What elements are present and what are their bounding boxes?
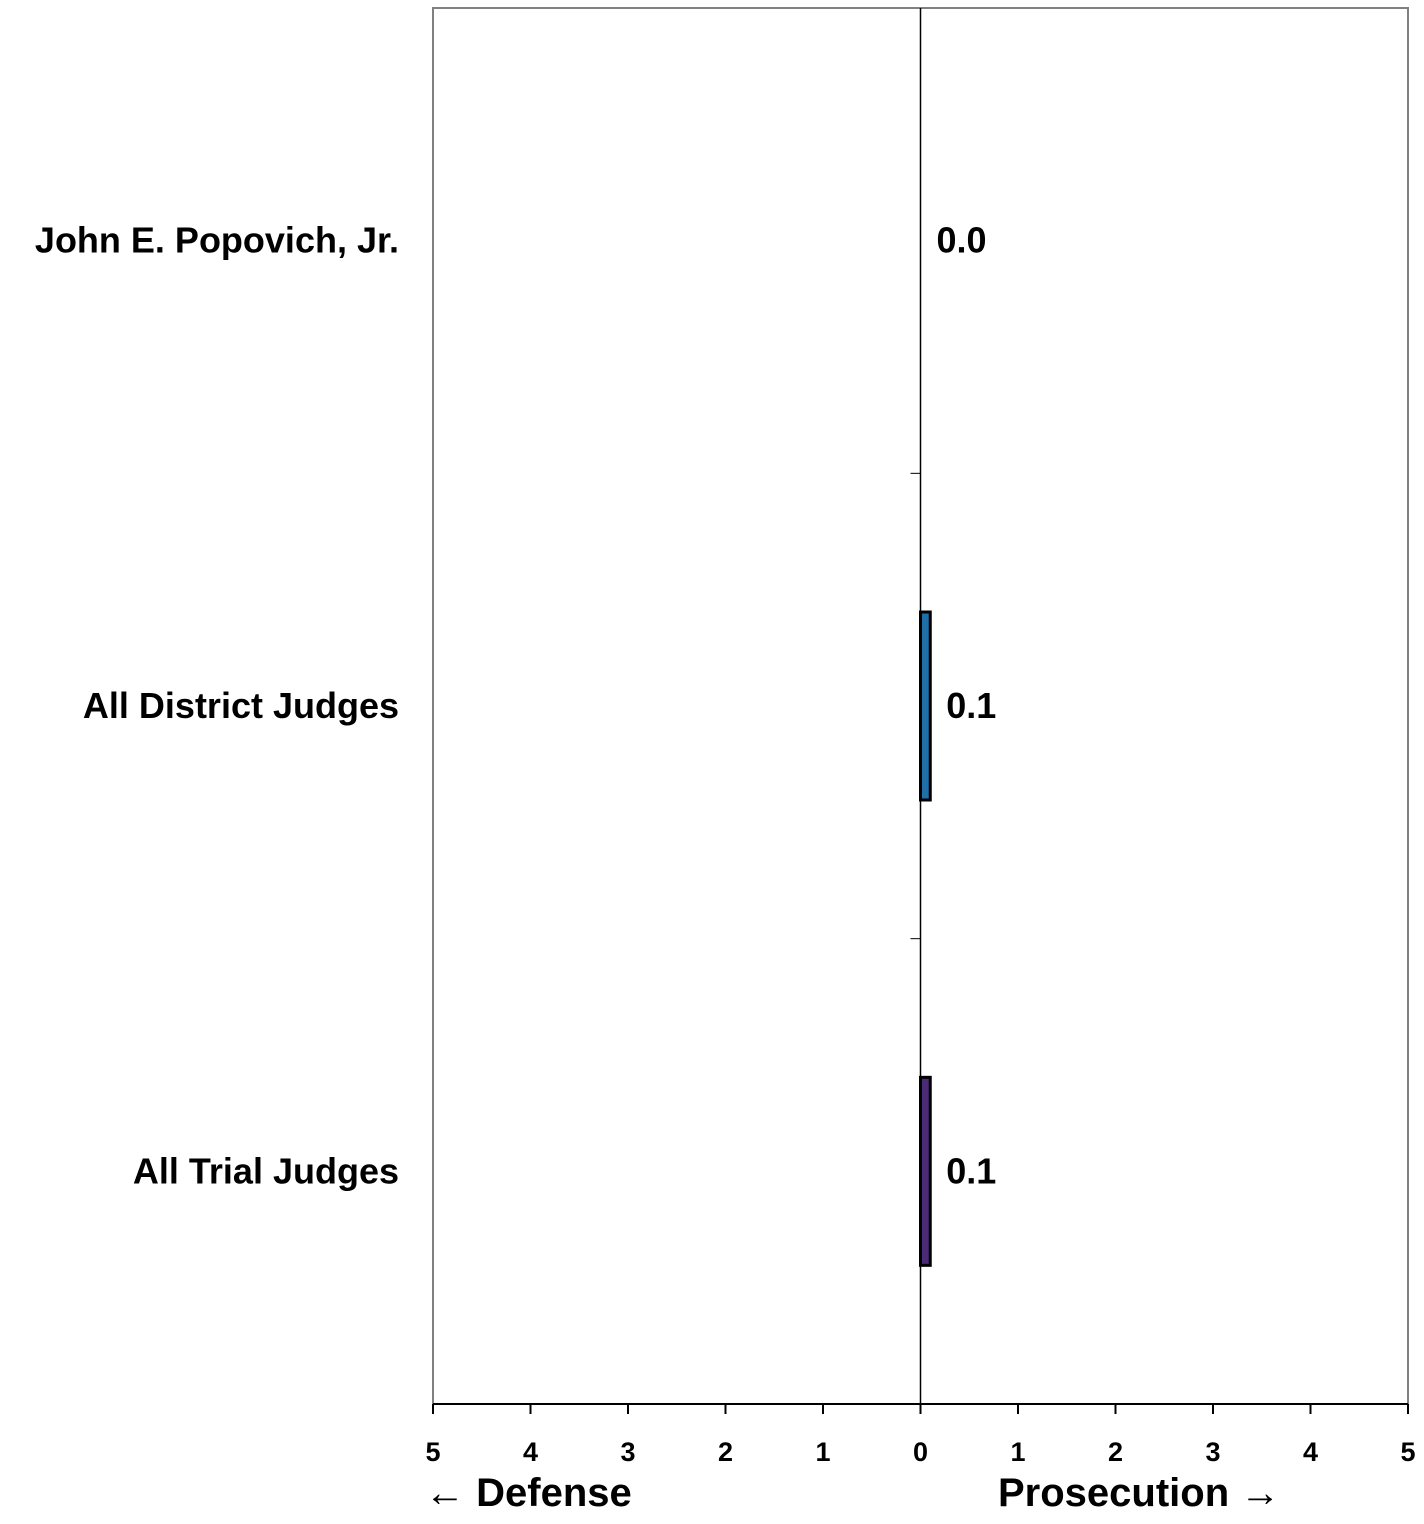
defense-direction-label: ← Defense: [425, 1471, 632, 1515]
x-tick-label: 2: [1108, 1437, 1123, 1467]
x-tick-label: 3: [1205, 1437, 1220, 1467]
x-tick-label: 4: [523, 1437, 538, 1467]
value-label: 0.0: [937, 220, 987, 261]
category-label: All Trial Judges: [133, 1150, 399, 1191]
bar: [919, 610, 932, 802]
x-tick-label: 5: [425, 1437, 440, 1467]
x-tick-label: 5: [1400, 1437, 1415, 1467]
x-tick-label: 4: [1303, 1437, 1318, 1467]
x-tick-label: 3: [620, 1437, 635, 1467]
x-tick-label: 2: [718, 1437, 733, 1467]
x-tick-label: 1: [1010, 1437, 1025, 1467]
category-label: All District Judges: [83, 685, 399, 726]
category-label: John E. Popovich, Jr.: [35, 220, 399, 261]
x-tick-label: 0: [913, 1437, 928, 1467]
bar: [919, 1075, 932, 1267]
prosecution-direction-label: Prosecution →: [998, 1471, 1280, 1515]
x-tick-label: 1: [815, 1437, 830, 1467]
value-label: 0.1: [946, 685, 996, 726]
value-label: 0.1: [946, 1150, 996, 1191]
